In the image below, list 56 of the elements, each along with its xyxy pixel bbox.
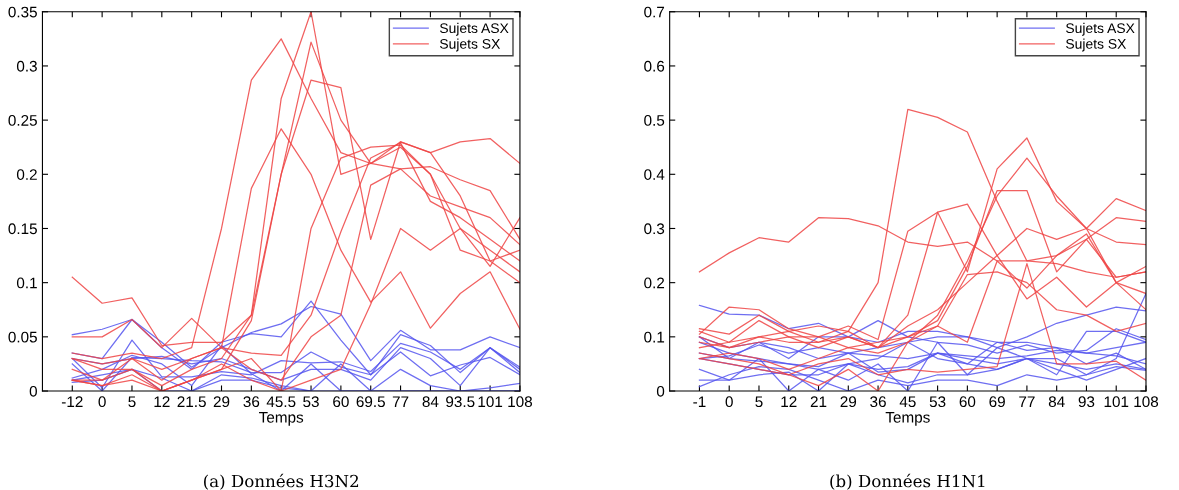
- x-tick-label: 84: [1048, 396, 1065, 408]
- x-tick-label: 101: [1104, 396, 1129, 408]
- x-tick-label: 77: [1019, 396, 1035, 407]
- y-tick-label: 0.35: [8, 6, 37, 18]
- x-tick-label: 21: [810, 396, 827, 407]
- x-tick-label: 0: [98, 396, 106, 408]
- x-tick-label: 108: [1134, 396, 1159, 408]
- x-tick-label: 5: [755, 396, 763, 408]
- x-tick-label: 45.5: [266, 396, 296, 408]
- y-tick-label: 0.2: [644, 277, 665, 289]
- y-tick-label: 0.25: [8, 114, 37, 126]
- y-tick-label: 0: [29, 385, 37, 397]
- y-tick-label: 0.15: [8, 223, 37, 235]
- y-tick-label: 0.1: [644, 331, 665, 343]
- x-tick-label: 69.5: [356, 396, 385, 408]
- legend-label: Sujets ASX: [439, 22, 509, 36]
- y-tick-label: 0.6: [644, 60, 665, 72]
- x-tick-label: 108: [508, 396, 533, 408]
- x-tick-label: 12: [781, 396, 797, 407]
- x-tick-label: 84: [422, 396, 439, 408]
- legend-label: Sujets ASX: [1066, 22, 1135, 36]
- y-tick-label: 0.2: [16, 169, 37, 180]
- x-tick-label: -12: [61, 396, 83, 407]
- x-tick-label: 29: [213, 396, 230, 408]
- y-tick-label: 0: [656, 385, 665, 397]
- x-tick-label: 12: [154, 396, 170, 407]
- x-tick-label: 93.5: [446, 396, 475, 408]
- y-tick-label: 0.4: [644, 169, 665, 180]
- x-tick-label: 36: [870, 396, 886, 408]
- x-tick-label: 45: [899, 396, 916, 408]
- x-tick-label: 93: [1078, 396, 1095, 408]
- y-tick-label: 0.7: [644, 6, 665, 18]
- x-axis-title: Temps: [885, 412, 930, 426]
- x-tick-label: 21.5: [177, 396, 206, 408]
- x-tick-label: 29: [840, 396, 857, 408]
- x-tick-label: 101: [478, 396, 503, 408]
- x-axis-title: Temps: [259, 412, 304, 426]
- text: (a) Données H3N2: [204, 473, 359, 490]
- x-tick-label: 69: [989, 396, 1005, 408]
- x-tick-label: 60: [959, 396, 976, 408]
- x-tick-label: 60: [333, 396, 349, 408]
- x-tick-label: 77: [392, 396, 409, 407]
- y-tick-label: 0.3: [644, 223, 665, 235]
- x-tick-label: 36: [243, 396, 260, 408]
- x-tick-label: 53: [929, 396, 946, 408]
- y-tick-label: 0.05: [8, 331, 37, 343]
- x-tick-label: 0: [725, 396, 733, 408]
- x-tick-label: 5: [128, 396, 136, 408]
- x-tick-label: -1: [693, 396, 706, 407]
- text: (b) Données H1N1: [830, 473, 985, 490]
- y-tick-label: 0.1: [16, 277, 37, 289]
- legend-label: Sujets SX: [439, 38, 501, 52]
- y-tick-label: 0.3: [16, 60, 37, 72]
- x-tick-label: 53: [303, 396, 319, 408]
- y-tick-label: 0.5: [644, 114, 665, 126]
- legend-label: Sujets SX: [1066, 38, 1127, 52]
